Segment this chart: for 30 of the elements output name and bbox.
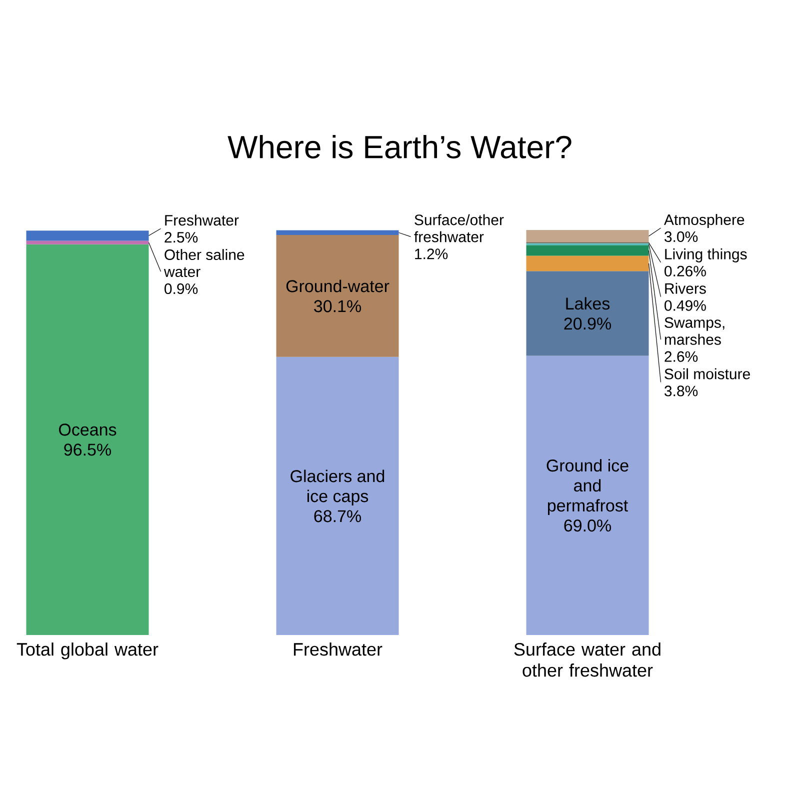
- data-label: 3.0%: [664, 231, 698, 242]
- series-label: Ground ice and permafrost: [546, 459, 628, 515]
- x-tick-label: Surface water and other freshwater: [514, 642, 660, 677]
- text: Soil moisture: [664, 368, 750, 380]
- series-label: Other saline water: [164, 249, 244, 278]
- data-label: 96.5%: [64, 444, 111, 456]
- series-label: Atmosphere: [664, 214, 744, 228]
- series-label: Freshwater: [165, 214, 239, 226]
- data-label: 3.8%: [664, 386, 698, 396]
- data-label: 2.5%: [164, 232, 198, 243]
- data-label: 20.9%: [564, 318, 611, 330]
- text: Swamps, marshes: [664, 317, 724, 345]
- data-label: 2.6%: [664, 351, 698, 362]
- data-label: 1.2%: [415, 248, 448, 260]
- series-label: Living things: [665, 248, 747, 262]
- series-label: Lakes: [566, 297, 610, 310]
- series-label: Surface/other freshwater: [414, 214, 504, 242]
- data-label: 68.7%: [314, 510, 361, 522]
- chart-title: Where is Earth’s Water?: [228, 134, 572, 158]
- series-label: Oceans: [59, 424, 116, 436]
- series-label: Glaciers and ice caps: [290, 470, 384, 506]
- data-label: 30.1%: [314, 300, 361, 312]
- data-label: 0.9%: [164, 283, 198, 294]
- data-label: 0.49%: [664, 300, 706, 311]
- data-label: 69.0%: [564, 520, 611, 532]
- text: Rivers: [665, 282, 706, 294]
- series-label: Ground-water: [286, 280, 390, 292]
- x-tick-label: Freshwater: [294, 642, 382, 656]
- data-label: 0.26%: [664, 266, 706, 276]
- x-tick-label: Total global water: [16, 642, 158, 660]
